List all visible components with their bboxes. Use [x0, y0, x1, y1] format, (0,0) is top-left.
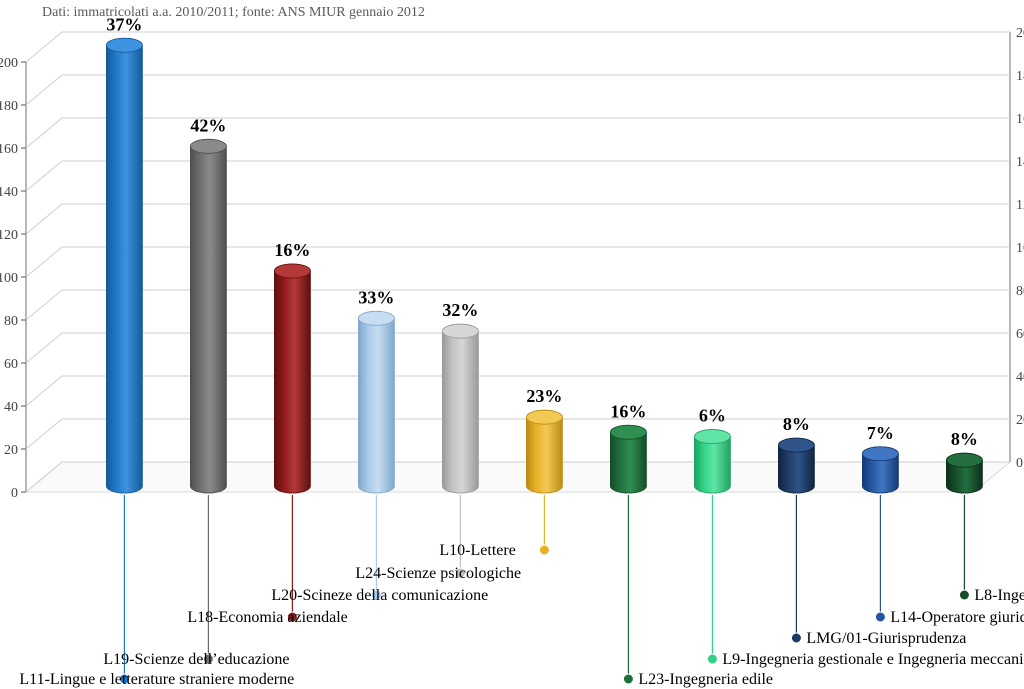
bar-0	[106, 38, 142, 493]
leader-label-4: L24-Scienze psicologiche	[355, 565, 521, 582]
svg-text:80: 80	[4, 314, 18, 329]
leader-2: L18-Economia aziendale	[187, 495, 347, 626]
svg-text:160: 160	[1016, 112, 1024, 127]
svg-text:120: 120	[0, 228, 18, 243]
svg-text:100: 100	[0, 271, 18, 286]
svg-text:0: 0	[1016, 456, 1023, 471]
leader-label-0: L11-Lingue e letterature straniere moder…	[19, 671, 294, 688]
svg-text:40: 40	[1016, 370, 1024, 385]
leader-label-5: L10-Lettere	[439, 542, 515, 559]
svg-text:40: 40	[4, 400, 18, 415]
bar-5	[526, 410, 562, 493]
leader-label-10: L8-Ingegneria informatica	[974, 587, 1024, 604]
svg-text:20: 20	[4, 443, 18, 458]
bar-pct-3: 33%	[358, 287, 394, 307]
leader-label-1: L19-Scienze dell’educazione	[103, 651, 289, 668]
bar-7	[694, 430, 730, 493]
bar-pct-10: 8%	[951, 429, 978, 449]
enrolment-bar-chart: Dati: immatricolati a.a. 2010/2011; font…	[0, 0, 1024, 689]
leader-10: L8-Ingegneria informatica	[959, 495, 1024, 604]
bar-pct-0: 37%	[106, 14, 142, 34]
bar-1	[190, 139, 226, 493]
bar-4	[442, 324, 478, 493]
bar-8	[778, 438, 814, 493]
svg-text:200: 200	[0, 56, 18, 71]
svg-text:200: 200	[1016, 26, 1024, 41]
bar-pct-6: 16%	[610, 401, 646, 421]
bar-pct-7: 6%	[699, 406, 726, 426]
bar-3	[358, 311, 394, 493]
leader-label-8: LMG/01-Giurisprudenza	[806, 630, 966, 647]
bar-9	[862, 447, 898, 493]
leader-label-2: L18-Economia aziendale	[187, 609, 347, 626]
leader-9: L14-Operatore giuridico d’impresa	[875, 495, 1024, 626]
svg-text:140: 140	[0, 185, 18, 200]
svg-text:0: 0	[11, 486, 18, 501]
svg-text:120: 120	[1016, 198, 1024, 213]
svg-text:100: 100	[1016, 241, 1024, 256]
svg-text:80: 80	[1016, 284, 1024, 299]
leader-label-7: L9-Ingegneria gestionale e Ingegneria me…	[722, 651, 1024, 668]
svg-text:180: 180	[1016, 69, 1024, 84]
bar-pct-5: 23%	[526, 386, 562, 406]
svg-text:160: 160	[0, 142, 18, 157]
svg-text:180: 180	[0, 99, 18, 114]
bar-6	[610, 425, 646, 493]
leader-label-3: L20-Scineze della comunicazione	[271, 587, 488, 604]
leader-label-9: L14-Operatore giuridico d’impresa	[890, 609, 1024, 626]
bar-pct-8: 8%	[783, 414, 810, 434]
bar-pct-4: 32%	[442, 300, 478, 320]
svg-text:140: 140	[1016, 155, 1024, 170]
leader-label-6: L23-Ingegneria edile	[638, 671, 773, 688]
svg-text:60: 60	[1016, 327, 1024, 342]
bar-pct-1: 42%	[190, 115, 226, 135]
leader-5: L10-Lettere	[439, 495, 549, 559]
bar-2	[274, 264, 310, 493]
svg-text:Dati: immatricolati a.a. 2010/: Dati: immatricolati a.a. 2010/2011; font…	[42, 5, 425, 20]
bar-pct-2: 16%	[274, 240, 310, 260]
svg-text:20: 20	[1016, 413, 1024, 428]
leader-1: L19-Scienze dell’educazione	[103, 495, 289, 668]
svg-text:60: 60	[4, 357, 18, 372]
bar-10	[946, 453, 982, 493]
bar-pct-9: 7%	[867, 423, 894, 443]
bars: 37% 42% 16% 33% 32% 23% 16% 6% 8% 7% 8%	[106, 14, 982, 493]
leader-4: L24-Scienze psicologiche	[355, 495, 521, 582]
